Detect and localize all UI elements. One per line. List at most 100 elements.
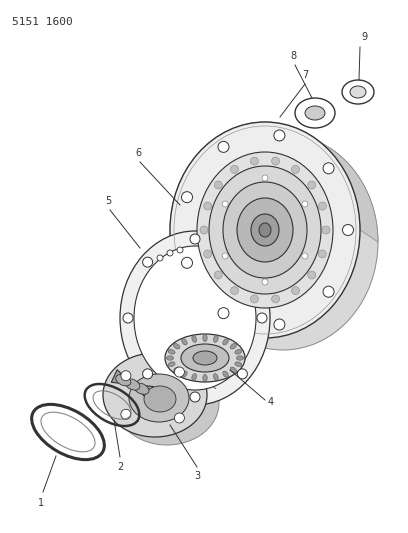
Ellipse shape [125,379,140,390]
Ellipse shape [305,106,325,120]
Ellipse shape [295,98,335,128]
Ellipse shape [129,374,189,422]
Ellipse shape [291,165,299,173]
Ellipse shape [223,371,228,377]
Ellipse shape [218,308,229,319]
Ellipse shape [322,226,330,234]
Ellipse shape [274,319,285,330]
Ellipse shape [262,279,268,285]
Ellipse shape [323,163,334,174]
Ellipse shape [190,234,200,244]
Ellipse shape [214,271,222,279]
Ellipse shape [222,201,228,207]
Ellipse shape [121,409,131,419]
Ellipse shape [165,334,245,382]
Ellipse shape [214,181,222,189]
Ellipse shape [235,362,242,367]
Ellipse shape [169,350,175,354]
Ellipse shape [121,371,131,381]
Ellipse shape [134,246,256,390]
Ellipse shape [231,165,239,173]
Ellipse shape [223,182,307,278]
Ellipse shape [274,130,285,141]
Ellipse shape [342,224,353,236]
Ellipse shape [182,257,193,268]
Ellipse shape [190,392,200,402]
Ellipse shape [209,166,321,294]
Ellipse shape [175,367,184,377]
Text: 8: 8 [290,51,296,61]
Ellipse shape [192,374,197,381]
Ellipse shape [123,313,133,323]
Ellipse shape [193,351,217,365]
Ellipse shape [251,295,258,303]
Text: 7: 7 [302,70,308,80]
Ellipse shape [169,362,175,367]
Ellipse shape [188,134,378,350]
Ellipse shape [237,356,244,360]
Ellipse shape [308,181,316,189]
Ellipse shape [167,250,173,256]
Ellipse shape [259,223,271,237]
Ellipse shape [200,226,208,234]
Ellipse shape [182,371,187,377]
Polygon shape [170,122,378,279]
Ellipse shape [237,369,247,379]
Ellipse shape [192,336,197,342]
Ellipse shape [272,157,279,165]
Ellipse shape [204,250,212,258]
Ellipse shape [251,157,258,165]
Ellipse shape [350,86,366,98]
Ellipse shape [230,344,236,349]
Text: 2: 2 [117,462,123,472]
Ellipse shape [203,335,207,342]
Ellipse shape [308,271,316,279]
Ellipse shape [237,257,247,267]
Ellipse shape [257,313,267,323]
Ellipse shape [157,255,163,261]
Ellipse shape [120,231,270,405]
Ellipse shape [251,214,279,246]
Ellipse shape [182,338,187,345]
Ellipse shape [115,361,219,445]
Ellipse shape [177,247,183,253]
Text: 1: 1 [38,498,44,508]
Ellipse shape [197,152,333,308]
Ellipse shape [222,253,228,259]
Ellipse shape [291,287,299,295]
Ellipse shape [223,338,228,345]
Ellipse shape [181,344,229,372]
Ellipse shape [143,257,153,267]
Ellipse shape [231,287,239,295]
Ellipse shape [262,175,268,181]
Ellipse shape [173,344,180,349]
Text: 5151 1600: 5151 1600 [12,17,73,27]
Text: 4: 4 [268,397,274,407]
Ellipse shape [302,201,308,207]
Ellipse shape [116,375,131,386]
Ellipse shape [318,250,326,258]
Ellipse shape [166,356,173,360]
Ellipse shape [235,350,242,354]
Ellipse shape [323,286,334,297]
Ellipse shape [103,353,207,437]
Ellipse shape [318,202,326,210]
Text: 9: 9 [361,32,367,42]
Ellipse shape [272,295,279,303]
Ellipse shape [173,367,180,373]
Ellipse shape [342,80,374,104]
Text: 3: 3 [194,471,200,481]
Ellipse shape [144,386,176,412]
Ellipse shape [203,375,207,382]
Ellipse shape [237,198,293,262]
Ellipse shape [134,383,149,394]
Polygon shape [111,370,153,399]
Ellipse shape [302,253,308,259]
Ellipse shape [204,202,212,210]
Ellipse shape [143,369,153,379]
Text: 6: 6 [135,148,141,158]
Ellipse shape [182,192,193,203]
Text: 5: 5 [105,196,111,206]
Ellipse shape [170,122,360,338]
Ellipse shape [213,336,218,342]
